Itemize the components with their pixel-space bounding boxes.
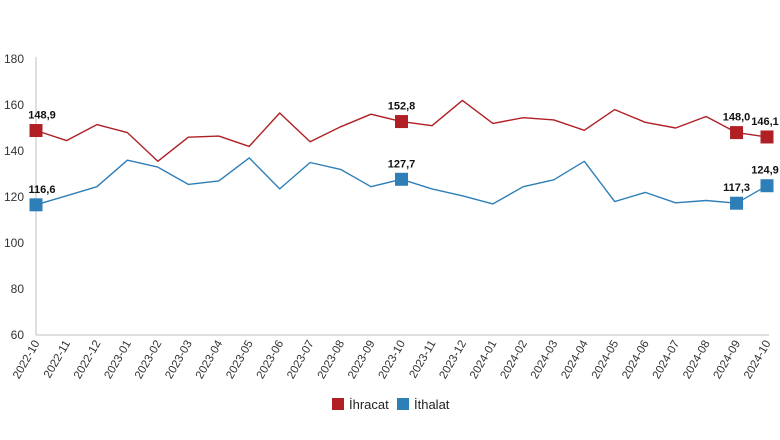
data-label: 117,3 xyxy=(723,182,750,194)
x-tick-label: 2022-11 xyxy=(42,339,73,381)
data-marker xyxy=(760,130,774,144)
x-axis: 2022-10 2022-112022-122023-012023-022023-… xyxy=(11,334,774,382)
data-label: 148,0 xyxy=(723,112,751,124)
data-label: 124,9 xyxy=(751,165,779,177)
y-axis: 60 80 100 120 140 160 180 xyxy=(4,52,37,342)
y-tick-label: 180 xyxy=(4,52,24,66)
legend-label: İhracat xyxy=(349,397,389,412)
x-tick-label: 2023-10 xyxy=(377,339,409,382)
y-tick-label: 80 xyxy=(11,282,25,296)
y-tick-label: 160 xyxy=(4,98,24,112)
y-tick-label: 140 xyxy=(4,144,24,158)
y-tick-label: 60 xyxy=(11,328,25,342)
data-label: 116,6 xyxy=(29,184,56,196)
x-tick-label: 2024-10 xyxy=(742,339,774,382)
data-marker xyxy=(29,198,43,212)
legend-label: İthalat xyxy=(414,397,450,412)
data-marker xyxy=(29,124,43,138)
data-label: 152,8 xyxy=(388,101,416,113)
y-tick-label: 120 xyxy=(4,190,24,204)
data-marker xyxy=(730,196,744,210)
x-tick-label: 2023-01 xyxy=(102,339,134,382)
data-label: 146,1 xyxy=(751,116,779,128)
x-tick-label: 2023-12 xyxy=(438,339,470,382)
data-marker xyxy=(760,179,774,193)
x-tick-label: 2024-07 xyxy=(651,339,683,382)
x-tick-label: 2024-02 xyxy=(498,339,530,382)
series-markers xyxy=(29,115,774,212)
y-tick-label: 100 xyxy=(4,236,24,250)
x-tick-label: 2023-02 xyxy=(133,339,165,382)
data-label: 127,7 xyxy=(388,158,416,170)
legend-swatch xyxy=(397,398,409,410)
x-tick-label: 2023-09 xyxy=(346,339,378,382)
x-tick-label: 2023-08 xyxy=(316,339,348,382)
x-tick-label: 2022-10 xyxy=(11,339,43,382)
data-marker xyxy=(395,115,408,129)
data-label: 148,9 xyxy=(28,110,56,122)
data-marker xyxy=(730,126,744,140)
x-tick-label: 2022-12 xyxy=(72,339,104,382)
x-tick-label: 2024-05 xyxy=(590,339,622,382)
x-tick-label: 2024-03 xyxy=(529,339,561,382)
x-tick-label: 2024-04 xyxy=(559,338,591,381)
x-tick-label: 2023-07 xyxy=(285,339,317,382)
legend-swatch xyxy=(332,398,344,410)
x-tick-label: 2024-09 xyxy=(712,339,744,382)
x-tick-label: 2024-08 xyxy=(681,339,713,382)
x-tick-label: 2023-06 xyxy=(255,339,287,382)
legend: İhracat İthalat xyxy=(332,397,450,412)
data-marker xyxy=(395,172,408,186)
x-tick-label: 2024-06 xyxy=(620,339,652,382)
x-tick-label: 2024-01 xyxy=(468,339,500,382)
x-tick-label: 2023-11 xyxy=(407,339,438,381)
x-tick-label: 2023-03 xyxy=(163,339,195,382)
x-tick-label: 2023-04 xyxy=(194,338,226,381)
x-tick-label: 2023-05 xyxy=(224,339,256,382)
